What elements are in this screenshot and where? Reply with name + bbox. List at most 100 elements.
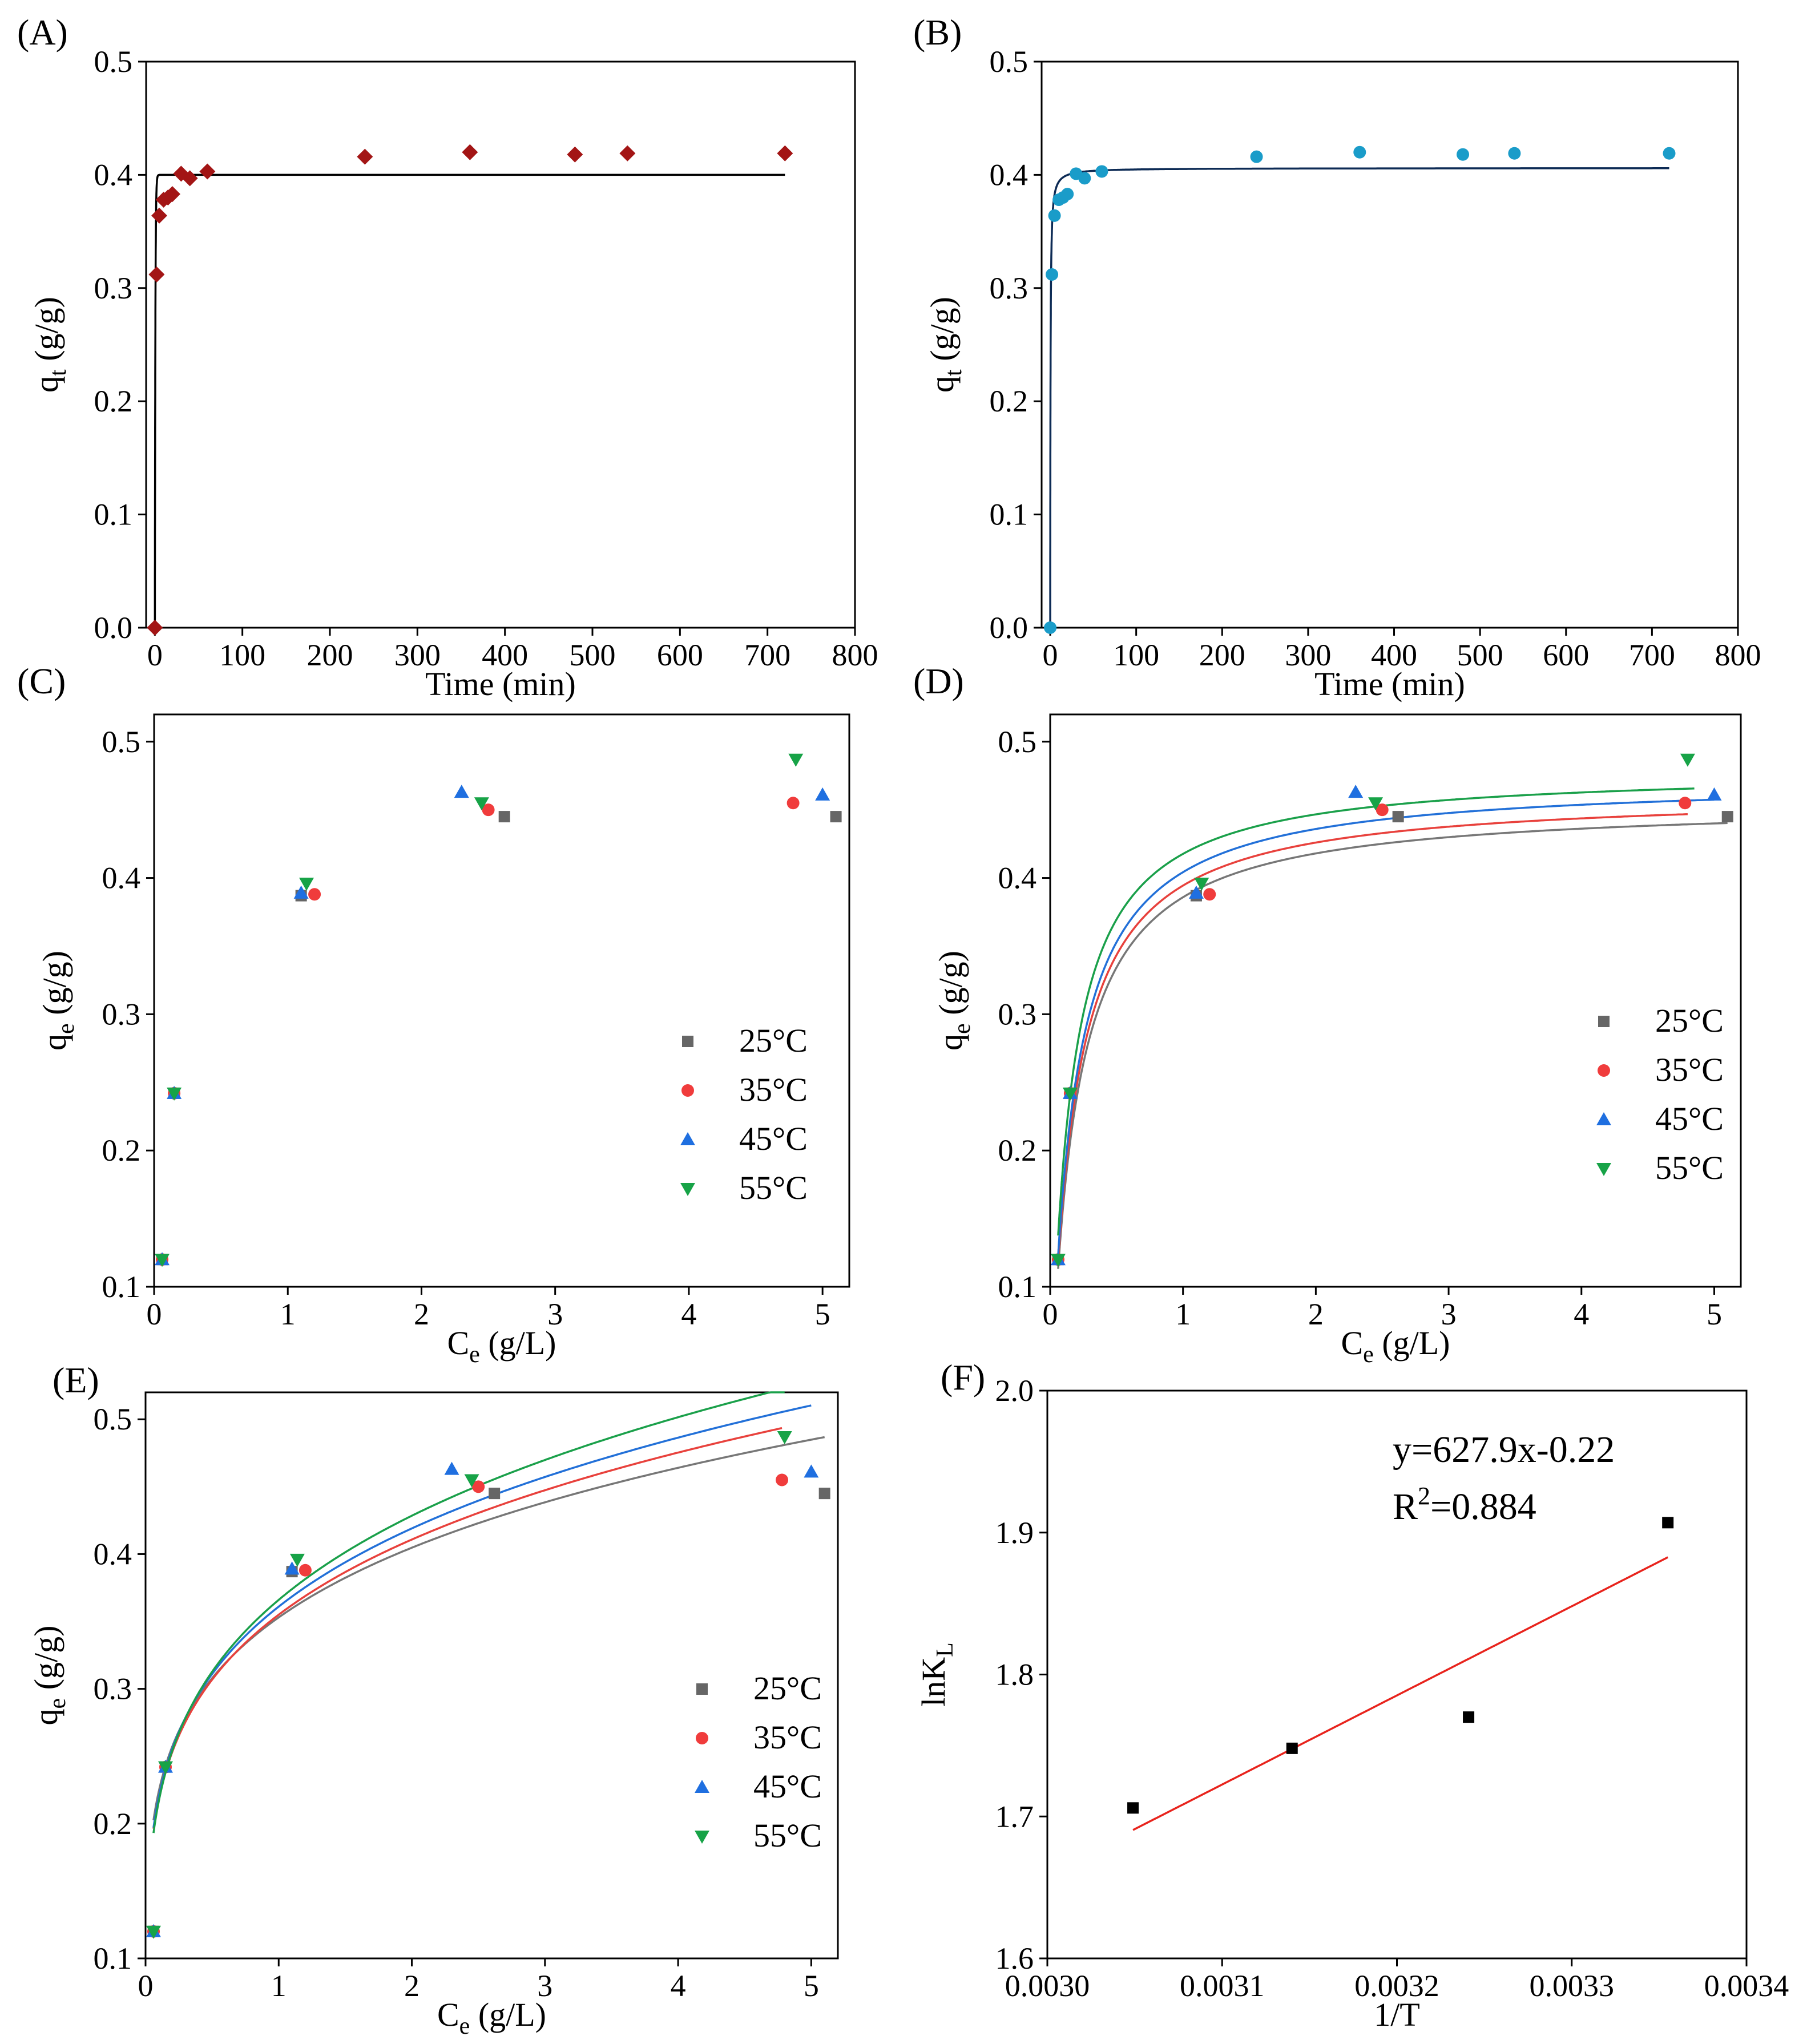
x-tick-label: 5: [815, 1297, 830, 1331]
fit-curve: [1057, 798, 1715, 1255]
x-tick-label: 300: [1285, 638, 1331, 672]
data-point: [308, 888, 321, 901]
legend-marker: [695, 1780, 709, 1793]
panel-label: (E): [53, 1360, 99, 1400]
data-point: [472, 1480, 485, 1493]
data-point: [148, 266, 165, 282]
y-tick-label: 0.5: [102, 725, 141, 759]
fit-curve: [152, 1391, 785, 1833]
data-point: [1061, 188, 1074, 201]
data-point: [444, 1461, 459, 1475]
data-point: [284, 1561, 300, 1575]
data-point: [1078, 172, 1091, 185]
chart-panel-b: (B) 0.0 0.1 0.2 0.3 0.4 0.5 0 100 200 300 400 500 600…: [913, 12, 1761, 702]
x-axis-title: 1/T: [1374, 1996, 1420, 2033]
x-tick-label: 2: [404, 1969, 420, 2003]
data-point: [1188, 885, 1204, 899]
data-point: [1044, 621, 1057, 634]
y-axis-title: qe (g/g): [27, 1626, 71, 1726]
data-point: [1376, 803, 1389, 817]
y-tick-label: 0.3: [102, 997, 141, 1031]
fit-curve: [1132, 1556, 1668, 1831]
fit-curve: [154, 173, 785, 628]
y-tick-label: 0.2: [94, 1807, 132, 1841]
y-tick-label: 0.2: [94, 384, 133, 418]
x-tick-label: 1: [280, 1297, 296, 1331]
legend-marker: [682, 1036, 693, 1047]
x-tick-label: 2: [1308, 1297, 1324, 1331]
data-point: [818, 1488, 830, 1500]
y-tick-label: 0.2: [998, 1133, 1037, 1168]
x-tick-label: 0: [138, 1969, 154, 2003]
x-tick-label: 800: [832, 638, 878, 672]
data-point: [462, 144, 478, 160]
fit-equation: y=627.9x-0.22: [1393, 1429, 1615, 1471]
data-point: [1392, 811, 1404, 823]
data-point: [1194, 878, 1209, 891]
x-tick-label: 3: [1441, 1297, 1457, 1331]
legend-marker: [1598, 1064, 1610, 1077]
x-axis-title: Time (min): [1314, 665, 1465, 702]
y-tick-label: 0.2: [990, 384, 1028, 418]
legend-label: 25°C: [753, 1670, 822, 1707]
x-axis-title: Ce (g/L): [447, 1324, 556, 1368]
legend-label: 25°C: [1655, 1002, 1724, 1039]
x-tick-label: 3: [547, 1297, 563, 1331]
data-point: [1368, 797, 1384, 811]
x-tick-label: 100: [219, 638, 265, 672]
legend-label: 35°C: [739, 1071, 808, 1108]
data-point: [164, 186, 180, 203]
data-point: [474, 797, 489, 811]
x-tick-label: 600: [657, 638, 703, 672]
y-tick-label: 0.4: [102, 861, 141, 895]
y-tick-label: 0.5: [94, 45, 133, 79]
y-tick-label: 0.4: [998, 861, 1037, 895]
legend-label: 55°C: [1655, 1149, 1724, 1186]
y-tick-label: 1.7: [995, 1799, 1034, 1833]
data-point: [498, 811, 510, 823]
chart-panel-a: (A) 0.0 0.1 0.2 0.3 0.4 0.5 0 100 200 300 400 500 600…: [17, 12, 878, 702]
y-tick-label: 0.5: [94, 1402, 132, 1436]
plot-frame: [153, 713, 850, 1288]
panel-label: (C): [17, 661, 66, 701]
legend-label: 45°C: [753, 1768, 822, 1805]
chart-panel-f: (F) 1.6 1.7 1.8 1.9 2.0 0.0030 0.0031 0.0032 0.00…: [915, 1357, 1789, 2033]
data-point: [482, 803, 495, 817]
x-tick-label: 500: [570, 638, 616, 672]
x-tick-label: 5: [1707, 1297, 1722, 1331]
x-axis-title: Ce (g/L): [437, 1996, 546, 2039]
data-point: [1707, 787, 1722, 801]
data-point: [357, 148, 373, 165]
x-tick-label: 300: [394, 638, 441, 672]
data-point: [1508, 147, 1521, 160]
x-tick-label: 700: [744, 638, 790, 672]
x-tick-label: 0: [147, 1297, 162, 1331]
x-tick-label: 4: [671, 1969, 686, 2003]
plot-frame: [144, 1391, 839, 1960]
y-tick-label: 1.6: [995, 1941, 1034, 1976]
data-point: [1457, 148, 1470, 161]
data-point: [299, 1564, 312, 1577]
x-tick-label: 400: [482, 638, 528, 672]
x-tick-label: 1: [1175, 1297, 1191, 1331]
y-axis-title: qe (g/g): [36, 951, 79, 1051]
panel-label: (B): [913, 12, 962, 52]
x-tick-label: 4: [681, 1297, 696, 1331]
fit-curve: [1057, 787, 1695, 1236]
legend-marker: [695, 1831, 709, 1844]
y-axis-title: qe (g/g): [932, 951, 975, 1051]
data-point: [146, 1925, 161, 1939]
data-point: [1663, 147, 1676, 160]
data-point: [155, 1254, 170, 1267]
x-tick-label: 0.0034: [1704, 1969, 1789, 2003]
legend-marker: [680, 1183, 695, 1196]
data-point: [1250, 150, 1263, 163]
data-point: [776, 1473, 789, 1486]
plot-frame: [1046, 1389, 1748, 1960]
y-tick-label: 0.1: [990, 498, 1028, 532]
legend-marker: [681, 1084, 694, 1097]
data-point: [289, 1553, 305, 1567]
data-point: [1046, 268, 1059, 281]
data-point: [293, 885, 309, 899]
